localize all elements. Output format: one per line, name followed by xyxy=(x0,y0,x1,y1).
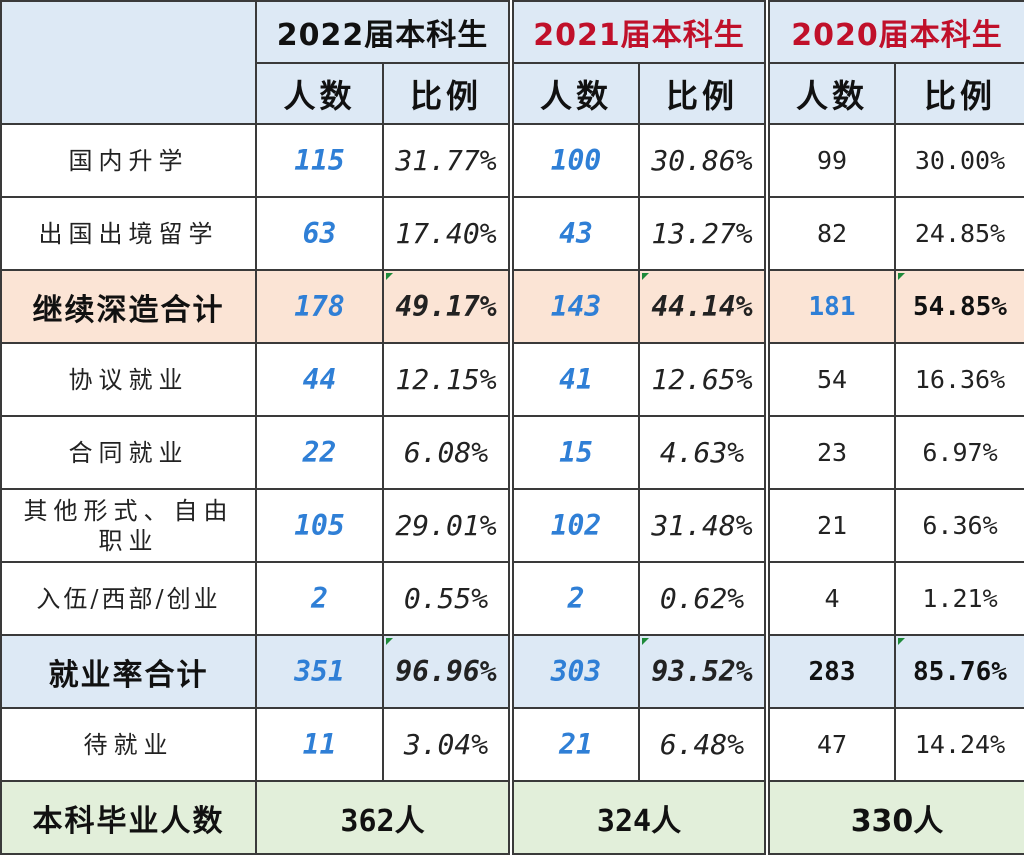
count-2020: 23 xyxy=(764,415,896,490)
row-label: 待就业 xyxy=(0,707,257,782)
count-2021: 303 xyxy=(508,634,640,709)
ratio-2020: 24.85% xyxy=(894,196,1024,271)
count-2021: 102 xyxy=(508,488,640,563)
col-ratio-2020: 比例 xyxy=(894,62,1024,125)
year-header-2020: 2020届本科生 xyxy=(764,0,1024,64)
header-corner-cell xyxy=(0,0,257,125)
total-label: 本科毕业人数 xyxy=(0,780,257,855)
row-label: 合同就业 xyxy=(0,415,257,490)
ratio-2021: 31.48% xyxy=(638,488,768,563)
table-row: 国内升学 115 31.77% 100 30.86% 99 30.00% xyxy=(0,123,1024,198)
count-2021: 100 xyxy=(508,123,640,198)
ratio-2021: 6.48% xyxy=(638,707,768,782)
table-row-continue-total: 继续深造合计 178 49.17% 143 44.14% 181 54.85% xyxy=(0,269,1024,344)
table-row: 协议就业 44 12.15% 41 12.65% 54 16.36% xyxy=(0,342,1024,417)
count-2020: 283 xyxy=(764,634,896,709)
table-row-employment-total: 就业率合计 351 96.96% 303 93.52% 283 85.76% xyxy=(0,634,1024,709)
count-2020: 4 xyxy=(764,561,896,636)
table-row: 入伍/西部/创业 2 0.55% 2 0.62% 4 1.21% xyxy=(0,561,1024,636)
row-label: 协议就业 xyxy=(0,342,257,417)
count-2020: 181 xyxy=(764,269,896,344)
ratio-2022: 0.55% xyxy=(382,561,512,636)
ratio-2022: 6.08% xyxy=(382,415,512,490)
ratio-2020: 30.00% xyxy=(894,123,1024,198)
count-2021: 41 xyxy=(508,342,640,417)
ratio-2021: 44.14% xyxy=(638,269,768,344)
count-2021: 15 xyxy=(508,415,640,490)
table-row: 合同就业 22 6.08% 15 4.63% 23 6.97% xyxy=(0,415,1024,490)
count-2021: 143 xyxy=(508,269,640,344)
year-header-2021: 2021届本科生 xyxy=(508,0,768,64)
row-label: 其他形式、自由职业 xyxy=(0,488,257,563)
ratio-2022: 12.15% xyxy=(382,342,512,417)
ratio-2022: 49.17% xyxy=(382,269,512,344)
total-2020: 330人 xyxy=(764,780,1024,855)
ratio-2020: 6.36% xyxy=(894,488,1024,563)
ratio-2021: 12.65% xyxy=(638,342,768,417)
col-count-2022: 人数 xyxy=(255,62,384,125)
count-2022: 105 xyxy=(255,488,384,563)
ratio-2020: 16.36% xyxy=(894,342,1024,417)
count-2022: 115 xyxy=(255,123,384,198)
count-2022: 351 xyxy=(255,634,384,709)
ratio-2020: 14.24% xyxy=(894,707,1024,782)
ratio-2021: 0.62% xyxy=(638,561,768,636)
count-2021: 43 xyxy=(508,196,640,271)
ratio-2020: 54.85% xyxy=(894,269,1024,344)
ratio-2021: 93.52% xyxy=(638,634,768,709)
count-2022: 63 xyxy=(255,196,384,271)
count-2022: 178 xyxy=(255,269,384,344)
count-2021: 21 xyxy=(508,707,640,782)
table-row-graduate-total: 本科毕业人数 362人 324人 330人 xyxy=(0,780,1024,855)
ratio-2020: 6.97% xyxy=(894,415,1024,490)
count-2022: 22 xyxy=(255,415,384,490)
col-ratio-2022: 比例 xyxy=(382,62,512,125)
count-2020: 82 xyxy=(764,196,896,271)
ratio-2022: 3.04% xyxy=(382,707,512,782)
count-2022: 44 xyxy=(255,342,384,417)
row-label: 就业率合计 xyxy=(0,634,257,709)
table-row: 待就业 11 3.04% 21 6.48% 47 14.24% xyxy=(0,707,1024,782)
ratio-2020: 85.76% xyxy=(894,634,1024,709)
ratio-2020: 1.21% xyxy=(894,561,1024,636)
total-2021: 324人 xyxy=(508,780,768,855)
col-count-2021: 人数 xyxy=(508,62,640,125)
table-row: 出国出境留学 63 17.40% 43 13.27% 82 24.85% xyxy=(0,196,1024,271)
ratio-2021: 13.27% xyxy=(638,196,768,271)
row-label: 出国出境留学 xyxy=(0,196,257,271)
count-2020: 99 xyxy=(764,123,896,198)
ratio-2022: 17.40% xyxy=(382,196,512,271)
ratio-2022: 29.01% xyxy=(382,488,512,563)
row-label: 继续深造合计 xyxy=(0,269,257,344)
count-2020: 21 xyxy=(764,488,896,563)
count-2020: 47 xyxy=(764,707,896,782)
count-2022: 11 xyxy=(255,707,384,782)
table-row: 其他形式、自由职业 105 29.01% 102 31.48% 21 6.36% xyxy=(0,488,1024,563)
col-count-2020: 人数 xyxy=(764,62,896,125)
count-2022: 2 xyxy=(255,561,384,636)
year-header-2022: 2022届本科生 xyxy=(255,0,512,64)
ratio-2022: 31.77% xyxy=(382,123,512,198)
row-label: 国内升学 xyxy=(0,123,257,198)
count-2021: 2 xyxy=(508,561,640,636)
ratio-2021: 30.86% xyxy=(638,123,768,198)
ratio-2021: 4.63% xyxy=(638,415,768,490)
count-2020: 54 xyxy=(764,342,896,417)
total-2022: 362人 xyxy=(255,780,512,855)
col-ratio-2021: 比例 xyxy=(638,62,768,125)
row-label: 入伍/西部/创业 xyxy=(0,561,257,636)
ratio-2022: 96.96% xyxy=(382,634,512,709)
